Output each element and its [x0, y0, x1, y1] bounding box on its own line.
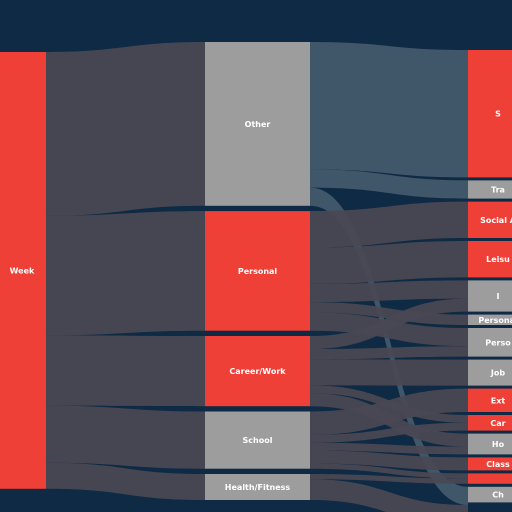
- node-label-career: Career/Work: [229, 367, 286, 376]
- node-label-job: Job: [490, 369, 505, 378]
- flow-link-school-to-extra: [310, 388, 468, 435]
- flow-link-career-to-pers2: [310, 346, 468, 360]
- node-label-class: Class: [486, 460, 510, 469]
- flow-link-week-to-career: [46, 335, 205, 407]
- flow-link-career-to-c2e: [310, 298, 468, 349]
- flow-link-health-to-hf: [310, 474, 468, 484]
- node-label-care: Car: [490, 419, 505, 428]
- flow-link-personal-to-social: [310, 201, 468, 248]
- flow-link-other-to-travel: [310, 169, 468, 199]
- node-other: [205, 42, 310, 206]
- node-extra: [468, 388, 512, 412]
- node-label-health: Health/Fitness: [225, 483, 291, 492]
- flow-link-week-to-health: [46, 462, 205, 500]
- node-class: [468, 457, 512, 471]
- node-health: [205, 474, 310, 500]
- flow-link-week-to-school: [46, 405, 205, 469]
- node-label-leisure: Leisu: [486, 255, 510, 264]
- node-label-pers1: Personal: [478, 316, 512, 325]
- node-c2e: [468, 280, 512, 312]
- flow-link-personal-to-pers1: [310, 302, 468, 325]
- node-pers2: [468, 328, 512, 357]
- node-ch: [468, 486, 512, 503]
- flow-link-school-to-hf: [310, 463, 468, 479]
- flow-links: [46, 42, 468, 512]
- node-job: [468, 359, 512, 386]
- node-career: [205, 336, 310, 407]
- node-label-ch: Ch: [492, 491, 504, 500]
- flow-link-school-to-class: [310, 450, 468, 471]
- flow-link-personal-to-c2e: [310, 280, 468, 303]
- flow-link-other-to-ch: [310, 187, 468, 505]
- node-label-pers2: Perso: [485, 338, 511, 347]
- flow-link-school-to-home: [310, 442, 468, 455]
- node-label-extra: Ext: [491, 396, 506, 405]
- flow-nodes: [0, 42, 512, 503]
- node-personal: [205, 211, 310, 331]
- flow-link-week-to-personal: [46, 211, 205, 336]
- node-label-social: Social A: [480, 216, 512, 225]
- node-label-home: Ho: [492, 440, 505, 449]
- node-sleep: [468, 50, 512, 178]
- flow-link-career-to-job: [310, 359, 468, 386]
- flow-link-week-to-other: [46, 42, 205, 216]
- node-label-week: Week: [10, 266, 35, 275]
- flow-link-other-to-sleep: [310, 42, 468, 178]
- node-hf: [468, 473, 512, 484]
- node-leisure: [468, 241, 512, 278]
- flow-link-school-to-care: [310, 422, 468, 443]
- node-home: [468, 433, 512, 455]
- node-travel: [468, 180, 512, 199]
- flow-link-health-to-ch: [310, 479, 468, 512]
- node-labels: Week Other Personal Career/Work School Health…: [10, 110, 512, 500]
- node-social: [468, 201, 512, 238]
- node-label-school: School: [243, 436, 273, 445]
- node-label-sleep: S: [495, 110, 501, 119]
- node-label-other: Other: [245, 120, 271, 129]
- node-pers1: [468, 314, 512, 325]
- flow-link-personal-to-leisure: [310, 241, 468, 284]
- node-label-travel: Tra: [491, 186, 505, 195]
- node-school: [205, 411, 310, 469]
- node-label-c2e: I: [497, 292, 500, 301]
- node-week: [0, 52, 46, 489]
- node-label-personal: Personal: [238, 267, 278, 276]
- node-care: [468, 415, 512, 431]
